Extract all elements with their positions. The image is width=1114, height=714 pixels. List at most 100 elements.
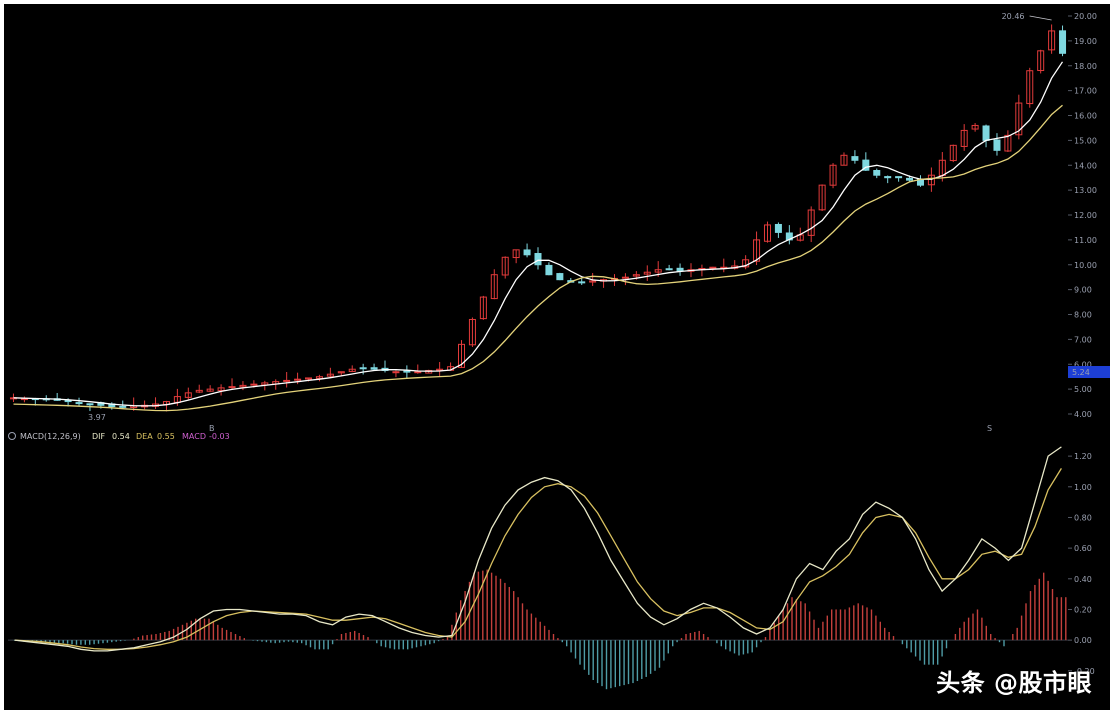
price-tick-label: 13.00 (1074, 186, 1097, 195)
candle-body (359, 367, 367, 370)
candle-body (654, 269, 662, 273)
candle-body (676, 267, 684, 272)
candle-body (392, 371, 400, 374)
candle-body (1026, 70, 1034, 105)
price-panel: 20.46 3.97 B S (9, 12, 1067, 433)
candle-body (829, 164, 837, 186)
macd-title: MACD(12,26,9) (20, 432, 81, 441)
macd-axis: 1.20 1.00 0.80 0.60 0.40 0.20 0.00 -0.20 (1068, 452, 1095, 676)
candle-body (348, 368, 356, 372)
candle-body (993, 139, 1001, 151)
candle-body (1037, 50, 1045, 72)
price-tick-label: 7.00 (1074, 335, 1092, 344)
ma-long-line (13, 104, 1063, 412)
indicator-settings-icon[interactable] (8, 432, 16, 440)
candle-body (206, 388, 214, 392)
candle-body (370, 367, 378, 370)
price-tick-label: 17.00 (1074, 87, 1097, 96)
last-price-tag (1068, 366, 1110, 378)
candle-body (250, 383, 258, 386)
candle-body (862, 159, 870, 171)
candle-body (742, 259, 750, 268)
candle-body (217, 387, 225, 391)
macd-tick-label: 0.80 (1074, 513, 1092, 522)
candle-body (982, 125, 990, 141)
macd-tick-label: 0.20 (1074, 605, 1092, 614)
sell-marker: S (987, 424, 992, 433)
price-tick-label: 6.00 (1074, 360, 1092, 369)
macd-panel (8, 446, 1068, 690)
macd-value: -0.03 (209, 432, 230, 441)
candle-body (763, 224, 771, 242)
price-tick-label: 15.00 (1074, 136, 1097, 145)
candle-body (818, 184, 826, 211)
candle-body (971, 124, 979, 130)
macd-label: MACD (182, 432, 206, 441)
candle-body (774, 223, 782, 233)
candle-body (578, 281, 586, 284)
candle-body (468, 318, 476, 346)
macd-tick-label: 0.40 (1074, 575, 1092, 584)
candle-body (1004, 134, 1012, 152)
candle-body (927, 174, 935, 186)
macd-tick-label: 1.20 (1074, 452, 1092, 461)
macd-tick-label: 1.00 (1074, 483, 1092, 492)
price-tick-label: 8.00 (1074, 311, 1092, 320)
candle-body (556, 273, 564, 281)
price-tick-label: 10.00 (1074, 261, 1097, 270)
candle-body (184, 392, 192, 398)
candle-body (873, 170, 881, 176)
candle-body (228, 386, 236, 389)
candle-body (895, 176, 903, 179)
dea-value: 0.55 (157, 432, 175, 441)
price-tick-label: 5.00 (1074, 385, 1092, 394)
candle-body (458, 343, 466, 368)
chart-frame: 20.46 3.97 B S 20.00 19.00 18.00 17.00 16.00 15.… (4, 4, 1110, 710)
candle-body (403, 370, 411, 373)
stock-chart: 20.46 3.97 B S 20.00 19.00 18.00 17.00 16.00 15.… (8, 12, 1110, 690)
candle-body (490, 274, 498, 300)
candle-body (315, 376, 323, 379)
macd-tick-label: -0.20 (1074, 667, 1095, 676)
candle-body (960, 129, 968, 147)
price-tick-label: 16.00 (1074, 112, 1097, 121)
macd-tick-label: 0.00 (1074, 636, 1092, 645)
candle-body (337, 371, 345, 374)
candle-body (621, 276, 629, 279)
candle-body (840, 154, 848, 166)
dif-value: 0.54 (112, 432, 130, 441)
macd-legend: MACD(12,26,9) DIF 0.54 DEA 0.55 MACD -0.… (8, 432, 230, 441)
candle-body (326, 373, 334, 377)
price-tick-label: 12.00 (1074, 211, 1097, 220)
price-tick-label: 9.00 (1074, 286, 1092, 295)
high-price-pointer (1029, 15, 1052, 21)
price-tick-label: 19.00 (1074, 37, 1097, 46)
candle-body (545, 264, 553, 276)
candle-body (906, 177, 914, 181)
buy-marker: B (209, 424, 215, 433)
candle-body (884, 176, 892, 179)
dif-line (14, 446, 1062, 652)
candle-body (195, 389, 203, 393)
candle-body (119, 405, 127, 408)
candle-body (1015, 102, 1023, 136)
watermark: 头条 @股市眼 (936, 669, 1092, 697)
candle-body (1059, 30, 1067, 54)
candle-body (632, 274, 640, 277)
dea-line (14, 468, 1062, 650)
price-tick-label: 18.00 (1074, 62, 1097, 71)
macd-tick-label: 0.60 (1074, 544, 1092, 553)
candle-body (589, 280, 597, 283)
candle-body (643, 271, 651, 275)
candle-body (283, 379, 291, 382)
candle-body (239, 384, 247, 388)
ma-short-line (13, 61, 1064, 407)
candle-body (949, 144, 957, 162)
candle-body (807, 209, 815, 236)
candle-body (753, 239, 761, 262)
candle-body (501, 256, 509, 276)
price-tick-label: 11.00 (1074, 236, 1097, 245)
last-price-label: 5.24 (1072, 368, 1090, 377)
price-tick-label: 4.00 (1074, 410, 1092, 419)
price-axis: 20.00 19.00 18.00 17.00 16.00 15.00 14.00 13.00… (1068, 12, 1110, 419)
